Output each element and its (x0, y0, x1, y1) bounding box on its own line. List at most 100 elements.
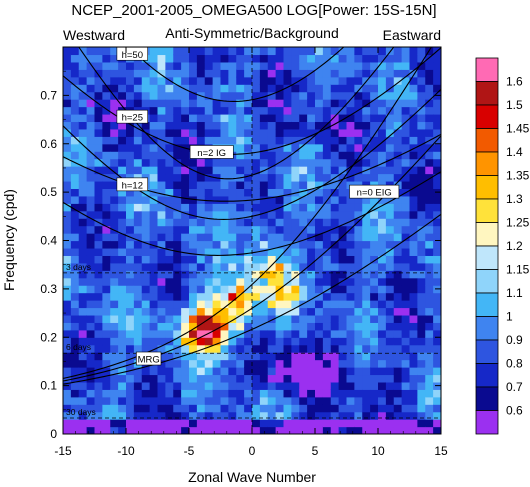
heatmap-cell (252, 411, 261, 420)
heatmap-cell (212, 381, 222, 390)
heatmap-cell (393, 203, 403, 212)
heatmap-cell (212, 292, 222, 301)
heatmap-cell (252, 381, 261, 390)
heatmap-cell (267, 307, 277, 316)
heatmap-cell (118, 136, 127, 145)
heatmap-cell (244, 240, 253, 249)
heatmap-cell (315, 359, 324, 368)
heatmap-cell (362, 270, 371, 279)
heatmap-cell (346, 233, 355, 242)
heatmap-cell (385, 300, 395, 309)
heatmap-cell (299, 277, 308, 286)
heatmap-cell (299, 69, 308, 78)
heatmap-cell (417, 143, 426, 152)
colorbar: 0.60.70.80.911.11.151.21.251.31.351.41.4… (475, 57, 530, 435)
colorbar-swatch (475, 222, 499, 247)
heatmap-cell (315, 106, 324, 115)
heatmap-cell (433, 419, 441, 428)
heatmap-cell (275, 352, 285, 361)
heatmap-cell (86, 158, 96, 167)
heatmap-cell (189, 352, 198, 361)
heatmap-cell (425, 61, 434, 70)
heatmap-cell (220, 329, 229, 338)
heatmap-cell (118, 314, 127, 323)
heatmap-cell (189, 47, 198, 56)
heatmap-cell (126, 270, 135, 279)
heatmap-cell (236, 54, 245, 63)
heatmap-cell (220, 195, 229, 204)
heatmap-cell (330, 180, 340, 189)
heatmap-cell (189, 404, 198, 413)
heatmap-cell (370, 84, 379, 93)
heatmap-cell (409, 367, 418, 376)
heatmap-cell (275, 240, 285, 249)
heatmap-cell (94, 180, 103, 189)
heatmap-cell (118, 374, 127, 383)
heatmap-cell (425, 210, 434, 219)
heatmap-cell (330, 285, 340, 294)
heatmap-cell (283, 359, 292, 368)
heatmap-cell (204, 203, 214, 212)
heatmap-cell (236, 151, 245, 160)
heatmap-cell (259, 84, 269, 93)
heatmap-cell (322, 270, 332, 279)
heatmap-cell (102, 270, 111, 279)
heatmap-cell (425, 262, 434, 271)
heatmap-cell (252, 54, 261, 63)
heatmap-cell (94, 344, 103, 353)
heatmap-cell (133, 69, 143, 78)
heatmap-cell (330, 247, 340, 256)
heatmap-cell (133, 419, 143, 428)
heatmap-cell (401, 359, 411, 368)
heatmap-cell (338, 143, 348, 152)
heatmap-cell (94, 121, 103, 130)
heatmap-cell (252, 84, 261, 93)
heatmap-cell (267, 91, 277, 100)
heatmap-cell (102, 158, 111, 167)
heatmap-cell (307, 247, 316, 256)
heatmap-cell (267, 69, 277, 78)
heatmap-cell (133, 76, 143, 85)
heatmap-cell (102, 225, 111, 234)
heatmap-cell (157, 151, 166, 160)
heatmap-cell (307, 404, 316, 413)
heatmap-cell (173, 255, 182, 264)
heatmap-cell (283, 262, 292, 271)
heatmap-cell (189, 411, 198, 420)
heatmap-cell (220, 210, 229, 219)
heatmap-cell (212, 367, 222, 376)
heatmap-cell (401, 151, 411, 160)
heatmap-cell (94, 61, 103, 70)
heatmap-cell (181, 61, 190, 70)
heatmap-cell (425, 419, 434, 428)
heatmap-cell (425, 322, 434, 331)
heatmap-cell (307, 426, 316, 434)
heatmap-cell (149, 151, 159, 160)
heatmap-cell (393, 136, 403, 145)
heatmap-cell (409, 307, 418, 316)
heatmap-cell (362, 99, 371, 108)
heatmap-cell (346, 54, 355, 63)
heatmap-cell (330, 128, 340, 137)
heatmap-cell (133, 158, 143, 167)
heatmap-cell (126, 225, 135, 234)
heatmap-cell (315, 158, 324, 167)
heatmap-cell (433, 389, 441, 398)
heatmap-cell (63, 270, 72, 279)
heatmap-cell (94, 195, 103, 204)
heatmap-cell (118, 76, 127, 85)
heatmap-cell (165, 136, 174, 145)
heatmap-cell (259, 374, 269, 383)
heatmap-cell (189, 188, 198, 197)
heatmap-cell (110, 233, 119, 242)
heatmap-cell (346, 113, 355, 123)
heatmap-cell (212, 270, 222, 279)
colorbar-swatch (475, 269, 499, 294)
heatmap-cell (118, 84, 127, 93)
heatmap-cell (385, 151, 395, 160)
heatmap-cell (401, 367, 411, 376)
heatmap-cell (417, 54, 426, 63)
heatmap-cell (236, 344, 245, 353)
